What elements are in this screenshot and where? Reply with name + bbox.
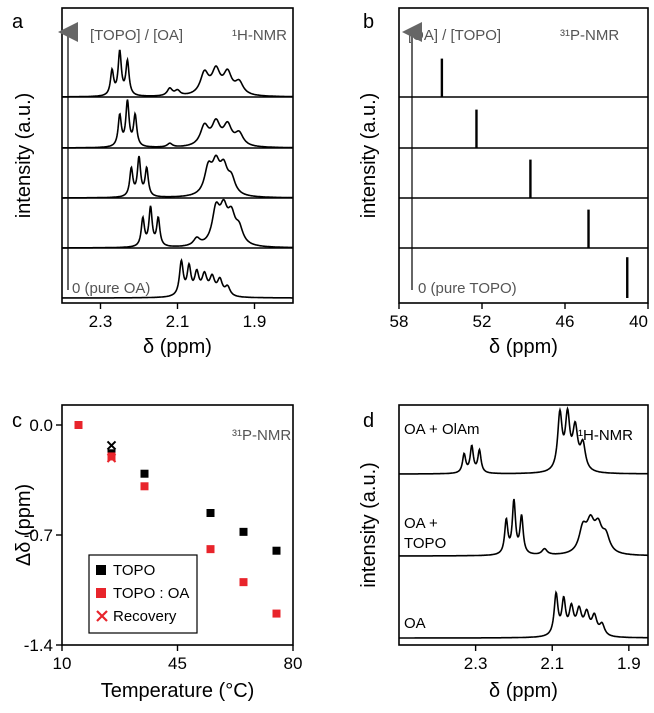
panel-d-label-oa-topo: OA + xyxy=(404,515,438,532)
panel-b-xtick-label: 58 xyxy=(390,312,409,331)
panel-a-frame xyxy=(61,7,294,304)
panel-c-point xyxy=(239,578,248,587)
panel-a-spectrum xyxy=(62,258,293,299)
panel-c-ytick-label: 0.0 xyxy=(29,416,53,435)
panel-a-spectrum xyxy=(62,49,293,98)
panel-c-letter: c xyxy=(12,410,22,432)
panel-c-point xyxy=(272,609,281,618)
panel-c-point xyxy=(74,421,83,429)
panel-c-point xyxy=(106,453,117,463)
panel-c-point xyxy=(239,527,248,536)
panel-a-spectrum xyxy=(62,154,293,199)
panel-d-tag: ¹H-NMR xyxy=(578,427,633,444)
panel-c-point xyxy=(106,440,117,451)
panel-c-legend-marker xyxy=(96,565,106,575)
panel-a-spectrum xyxy=(62,198,294,249)
panel-b-xtick-label: 46 xyxy=(556,312,575,331)
panel-c-ytick-label: -0.7 xyxy=(24,526,53,545)
panel-d-label-oa-olam: OA + OlAm xyxy=(404,421,479,438)
panel-c-legend-label: Recovery xyxy=(113,608,177,625)
panel-b-tag: ³¹P-NMR xyxy=(560,27,619,44)
panel-d-xtick-label: 2.3 xyxy=(464,654,488,673)
panel-a: a [TOPO] / [OA] ¹H-NMR 0 (pure OA) 2.3 2.1 1.9… xyxy=(12,7,294,358)
panel-c-xlabel: Temperature (°C) xyxy=(101,680,255,702)
panel-a-xlabel: δ (ppm) xyxy=(143,336,212,358)
panel-d-ylabel: intensity (a.u.) xyxy=(358,462,380,588)
panel-b: b [OA] / [TOPO] ³¹P-NMR 0 (pure TOPO) 58 52 46… xyxy=(358,7,649,358)
panel-d-spectrum xyxy=(399,498,648,557)
panel-b-xlabel: δ (ppm) xyxy=(489,336,558,358)
panel-a-spectrum xyxy=(62,99,293,149)
panel-d-spectrum xyxy=(399,590,648,639)
panel-a-arrow-label: [TOPO] / [OA] xyxy=(90,27,183,44)
panel-c-point xyxy=(272,546,281,555)
panel-a-bottom-label: 0 (pure OA) xyxy=(72,280,150,297)
panel-c-ylabel: Δδ (ppm) xyxy=(13,484,35,566)
panel-a-xtick-label: 1.9 xyxy=(243,312,267,331)
panel-d-label-oa: OA xyxy=(404,615,426,632)
panel-a-ylabel: intensity (a.u.) xyxy=(13,93,35,219)
panel-a-letter: a xyxy=(12,11,24,33)
panel-c-tag: ³¹P-NMR xyxy=(232,427,291,444)
panel-d: d ¹H-NMR OA OA + TOPO OA + OlAm 2.3 2.1 1.9 δ (pp… xyxy=(358,404,649,702)
panel-d-label-oa-topo: TOPO xyxy=(404,535,446,552)
panel-b-xtick-label: 52 xyxy=(473,312,492,331)
panel-a-xtick-label: 2.1 xyxy=(166,312,190,331)
panel-d-frame xyxy=(398,404,649,646)
panel-c-legend-label: TOPO : OA xyxy=(113,585,189,602)
panel-d-letter: d xyxy=(363,410,374,432)
panel-c-point xyxy=(107,452,116,461)
panel-b-ylabel: intensity (a.u.) xyxy=(358,93,380,219)
panel-d-spectrum xyxy=(399,406,649,475)
panel-b-xtick-label: 40 xyxy=(629,312,648,331)
panel-c-point xyxy=(140,482,149,491)
panel-b-letter: b xyxy=(363,11,374,33)
panel-c-ytick-label: -1.4 xyxy=(24,636,53,655)
panel-b-bottom-label: 0 (pure TOPO) xyxy=(418,280,517,297)
panel-c-legend: TOPO TOPO : OA Recovery xyxy=(88,554,198,634)
panel-c-point xyxy=(206,509,215,517)
panel-d-xlabel: δ (ppm) xyxy=(489,680,558,702)
panel-c-xtick-label: 80 xyxy=(284,654,303,673)
panel-a-xtick-label: 2.3 xyxy=(89,312,113,331)
panel-c-point xyxy=(206,545,215,554)
panel-c-legend-marker xyxy=(96,588,106,598)
panel-b-arrow-label: [OA] / [TOPO] xyxy=(408,27,501,44)
panel-c-xtick-label: 10 xyxy=(53,654,72,673)
panel-c: c ³¹P-NMR 10 45 80 0.0 -0.7 -1.4 Temperature (°C… xyxy=(12,404,303,702)
panel-b-frame xyxy=(398,7,649,304)
panel-c-point xyxy=(140,469,149,478)
panel-a-tag: ¹H-NMR xyxy=(232,27,287,44)
panel-c-legend-label: TOPO xyxy=(113,562,155,579)
panel-d-xtick-label: 1.9 xyxy=(617,654,641,673)
panel-c-legend-marker xyxy=(96,610,108,622)
panel-d-xtick-label: 2.1 xyxy=(540,654,564,673)
panel-c-xtick-label: 45 xyxy=(168,654,187,673)
